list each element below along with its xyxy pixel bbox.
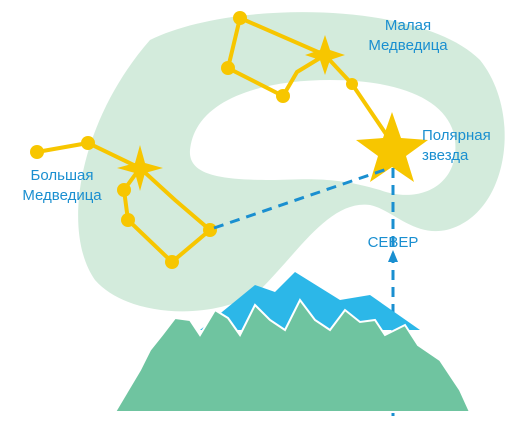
star — [30, 145, 44, 159]
label: звезда — [422, 147, 469, 164]
star — [117, 183, 131, 197]
label: Малая — [385, 17, 431, 34]
star — [221, 61, 235, 75]
star — [233, 11, 247, 25]
star — [203, 223, 217, 237]
diagram: Малая Медведица Полярная звезда Большая … — [0, 0, 524, 426]
label: СЕВЕР — [368, 234, 419, 251]
star — [346, 78, 358, 90]
forest — [115, 300, 470, 412]
label: Полярная — [422, 127, 491, 144]
label: Медведица — [22, 187, 102, 204]
star — [81, 136, 95, 150]
star — [121, 213, 135, 227]
star — [276, 89, 290, 103]
arrow — [388, 250, 398, 262]
star — [165, 255, 179, 269]
label: Медведица — [368, 37, 448, 54]
label: Большая — [31, 167, 94, 184]
